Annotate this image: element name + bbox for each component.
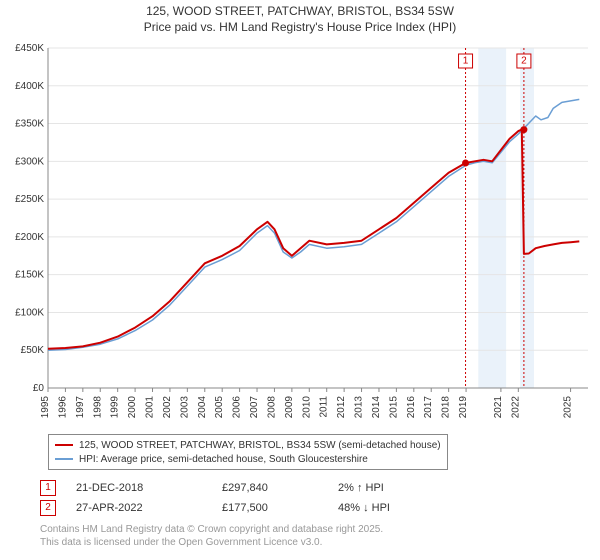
footer-line-1: Contains HM Land Registry data © Crown c… xyxy=(40,524,383,537)
svg-text:2012: 2012 xyxy=(336,396,347,419)
svg-text:2008: 2008 xyxy=(266,396,277,419)
legend-label: HPI: Average price, semi-detached house,… xyxy=(79,454,368,465)
marker-date: 21-DEC-2018 xyxy=(76,478,222,498)
svg-text:2005: 2005 xyxy=(214,396,225,419)
legend-swatch xyxy=(55,458,73,460)
svg-text:£150K: £150K xyxy=(15,270,44,281)
footer-line-2: This data is licensed under the Open Gov… xyxy=(40,537,383,550)
svg-text:£350K: £350K xyxy=(15,119,44,130)
svg-text:2021: 2021 xyxy=(493,396,504,419)
svg-text:1995: 1995 xyxy=(40,396,51,419)
svg-text:1996: 1996 xyxy=(57,396,68,419)
svg-text:2018: 2018 xyxy=(441,396,452,419)
marker-price: £297,840 xyxy=(222,478,338,498)
title-line-2: Price paid vs. HM Land Registry's House … xyxy=(0,20,600,36)
svg-text:2004: 2004 xyxy=(197,396,208,419)
marker-row: 2 27-APR-2022£177,50048% ↓ HPI xyxy=(40,498,396,518)
svg-text:2025: 2025 xyxy=(563,396,574,419)
svg-text:2019: 2019 xyxy=(458,396,469,419)
svg-text:2001: 2001 xyxy=(145,396,156,419)
svg-text:2017: 2017 xyxy=(423,396,434,419)
svg-text:2009: 2009 xyxy=(284,396,295,419)
legend-swatch xyxy=(55,444,73,446)
svg-text:2: 2 xyxy=(521,56,527,67)
svg-text:2000: 2000 xyxy=(127,396,138,419)
svg-text:2014: 2014 xyxy=(371,396,382,419)
svg-text:2016: 2016 xyxy=(406,396,417,419)
marker-number-box: 1 xyxy=(40,480,56,496)
svg-text:1998: 1998 xyxy=(92,396,103,419)
svg-text:1: 1 xyxy=(463,56,469,67)
svg-text:£100K: £100K xyxy=(15,307,44,318)
svg-text:2022: 2022 xyxy=(510,396,521,419)
footer: Contains HM Land Registry data © Crown c… xyxy=(40,524,383,549)
legend-label: 125, WOOD STREET, PATCHWAY, BRISTOL, BS3… xyxy=(79,440,441,451)
svg-text:2015: 2015 xyxy=(388,396,399,419)
svg-text:£250K: £250K xyxy=(15,194,44,205)
svg-text:2013: 2013 xyxy=(354,396,365,419)
title-line-1: 125, WOOD STREET, PATCHWAY, BRISTOL, BS3… xyxy=(0,4,600,20)
svg-text:2011: 2011 xyxy=(319,396,330,418)
svg-text:2003: 2003 xyxy=(179,396,190,419)
marker-row: 1 21-DEC-2018£297,8402% ↑ HPI xyxy=(40,478,396,498)
svg-text:£0: £0 xyxy=(33,383,45,394)
marker-delta: 2% ↑ HPI xyxy=(338,478,396,498)
svg-text:£400K: £400K xyxy=(15,81,44,92)
svg-text:2010: 2010 xyxy=(301,396,312,419)
svg-text:2007: 2007 xyxy=(249,396,260,419)
legend-item: HPI: Average price, semi-detached house,… xyxy=(55,452,441,466)
svg-text:1999: 1999 xyxy=(110,396,121,419)
svg-text:£200K: £200K xyxy=(15,232,44,243)
svg-text:2002: 2002 xyxy=(162,396,173,419)
svg-text:1997: 1997 xyxy=(75,396,86,419)
marker-price: £177,500 xyxy=(222,498,338,518)
chart-svg: £0 £50K £100K £150K £200K £250K £300K £350K £400… xyxy=(0,38,600,428)
svg-text:£300K: £300K xyxy=(15,156,44,167)
svg-text:£450K: £450K xyxy=(15,43,44,54)
chart-area: £0 £50K £100K £150K £200K £250K £300K £350K £400… xyxy=(0,38,600,428)
marker-number-box: 2 xyxy=(40,500,56,516)
legend-item: 125, WOOD STREET, PATCHWAY, BRISTOL, BS3… xyxy=(55,438,441,452)
chart-title: 125, WOOD STREET, PATCHWAY, BRISTOL, BS3… xyxy=(0,0,600,35)
legend: 125, WOOD STREET, PATCHWAY, BRISTOL, BS3… xyxy=(48,434,448,470)
markers-table: 1 21-DEC-2018£297,8402% ↑ HPI 2 27-APR-2022… xyxy=(40,478,396,518)
svg-text:2006: 2006 xyxy=(232,396,243,419)
marker-date: 27-APR-2022 xyxy=(76,498,222,518)
svg-text:£50K: £50K xyxy=(21,345,45,356)
marker-delta: 48% ↓ HPI xyxy=(338,498,396,518)
